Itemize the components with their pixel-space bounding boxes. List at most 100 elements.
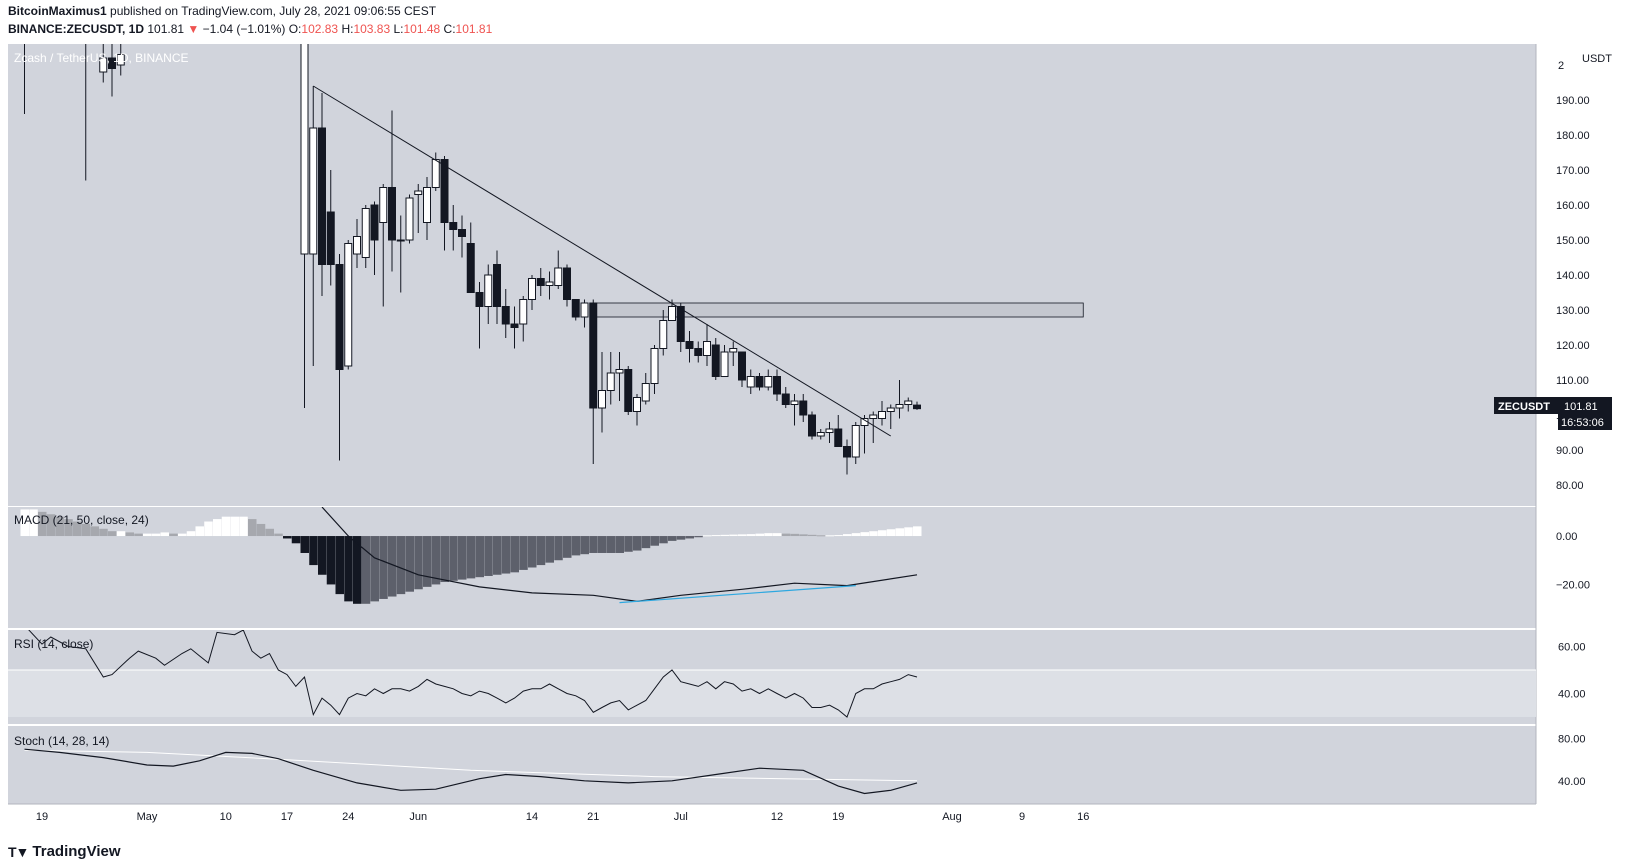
time-axis[interactable]: 19 May 10 17 24 Jun 14 21 Jul 12 19 Aug 9 16 — [36, 811, 1090, 823]
macd-histogram-bar — [440, 536, 449, 583]
price-pane[interactable] — [21, 0, 1084, 475]
price-tick-label: 90.00 — [1556, 445, 1584, 457]
candle-body — [598, 390, 606, 409]
candle-body — [318, 127, 326, 265]
time-tick-label: Jul — [674, 811, 688, 823]
candle — [484, 264, 493, 324]
macd-histogram-bar — [738, 534, 747, 537]
last-price: 101.81 — [147, 22, 185, 36]
candle-body — [685, 341, 694, 349]
rsi-tick-label: 60.00 — [1558, 641, 1586, 653]
last-price-tag-value: 101.81 — [1564, 401, 1598, 413]
stoch-pane-clip — [24, 748, 918, 795]
candle-body — [528, 278, 536, 300]
price-tick-label: 110.00 — [1556, 375, 1589, 387]
candle-body — [475, 292, 484, 307]
candle-body — [370, 204, 379, 241]
candle-body — [764, 376, 773, 388]
price-tick-label: 170.00 — [1556, 165, 1590, 177]
candle — [676, 303, 685, 352]
candle — [825, 422, 834, 443]
macd-histogram-bar — [808, 534, 817, 537]
macd-histogram-bar — [851, 533, 861, 537]
candle — [405, 194, 414, 244]
candle — [606, 352, 615, 405]
author-name[interactable]: BitcoinMaximus1 — [8, 4, 107, 18]
close-label: C: — [443, 22, 456, 36]
candle — [694, 341, 703, 363]
stoch-tick-label: 80.00 — [1558, 734, 1586, 746]
macd-signal-line — [321, 507, 918, 603]
candle — [326, 170, 335, 286]
resistance-zone — [592, 302, 1084, 318]
candle-body — [466, 243, 475, 293]
candle — [869, 411, 878, 443]
candle-body — [650, 348, 659, 384]
macd-histogram-bar — [178, 533, 187, 537]
macd-histogram-bar — [510, 536, 519, 573]
candle — [571, 299, 580, 321]
candle — [475, 282, 484, 349]
price-tick-label: 130.00 — [1556, 305, 1590, 317]
tradingview-logo-icon: T▼ — [8, 843, 29, 860]
candle-body — [388, 187, 396, 241]
macd-histogram-bar — [195, 526, 204, 537]
candle — [353, 219, 361, 268]
time-tick-label: 14 — [526, 811, 538, 823]
tradingview-logo-text: TradingView — [32, 843, 121, 860]
macd-histogram-bar — [20, 509, 29, 537]
macd-histogram-bar — [886, 529, 896, 537]
macd-histogram-bar — [624, 536, 633, 552]
time-tick-label: 21 — [587, 811, 599, 823]
candle-body — [571, 299, 580, 318]
candle-body — [606, 372, 615, 391]
price-tick-label: 160.00 — [1556, 200, 1590, 212]
macd-histogram-bar — [169, 533, 178, 537]
rsi-pane[interactable] — [8, 625, 1536, 718]
candle-body — [344, 243, 353, 367]
macd-histogram-bar — [291, 536, 301, 544]
macd-histogram-bar — [466, 536, 476, 579]
tradingview-logo[interactable]: T▼ TradingView — [8, 843, 121, 860]
time-tick-label: 12 — [771, 811, 783, 823]
macd-pane[interactable] — [20, 507, 922, 604]
macd-histogram-bar — [396, 536, 406, 595]
candle-body — [99, 57, 108, 73]
time-tick-label: Aug — [942, 811, 962, 823]
candle — [720, 345, 729, 377]
macd-histogram-bar — [125, 532, 134, 537]
candle-body — [580, 302, 589, 318]
time-tick-label: 19 — [832, 811, 844, 823]
macd-histogram-bar — [869, 531, 878, 537]
price-unit: USDT — [1582, 53, 1612, 65]
macd-histogram-bar — [685, 536, 694, 539]
high-label: H: — [341, 22, 354, 36]
time-tick-label: 9 — [1019, 811, 1025, 823]
macd-histogram-bar — [221, 516, 231, 537]
descending-trendline — [312, 85, 892, 437]
macd-histogram-bar — [309, 536, 318, 566]
candle — [711, 338, 720, 380]
candle-body — [720, 351, 729, 377]
time-tick-label: 19 — [36, 811, 48, 823]
candle-body — [326, 211, 335, 265]
macd-histogram-bar — [458, 536, 467, 580]
macd-histogram-bar — [405, 536, 414, 592]
candle — [335, 254, 344, 461]
candle — [440, 156, 449, 251]
candle-body — [440, 159, 449, 223]
candle — [370, 201, 379, 275]
candle-body — [641, 383, 650, 402]
candle-body — [501, 306, 510, 325]
time-tick-label: Jun — [409, 811, 427, 823]
macd-histogram-bar — [431, 536, 441, 585]
macd-histogram-bar — [55, 516, 64, 537]
candle — [851, 422, 860, 464]
candle-body — [711, 344, 720, 377]
candle-body — [449, 222, 458, 230]
macd-histogram-bar — [711, 535, 721, 537]
macd-histogram-bar — [755, 533, 764, 537]
stoch-pane[interactable] — [24, 748, 918, 795]
price-axis[interactable]: 80.0090.00100.00110.00120.00130.00140.00… — [1556, 60, 1590, 788]
